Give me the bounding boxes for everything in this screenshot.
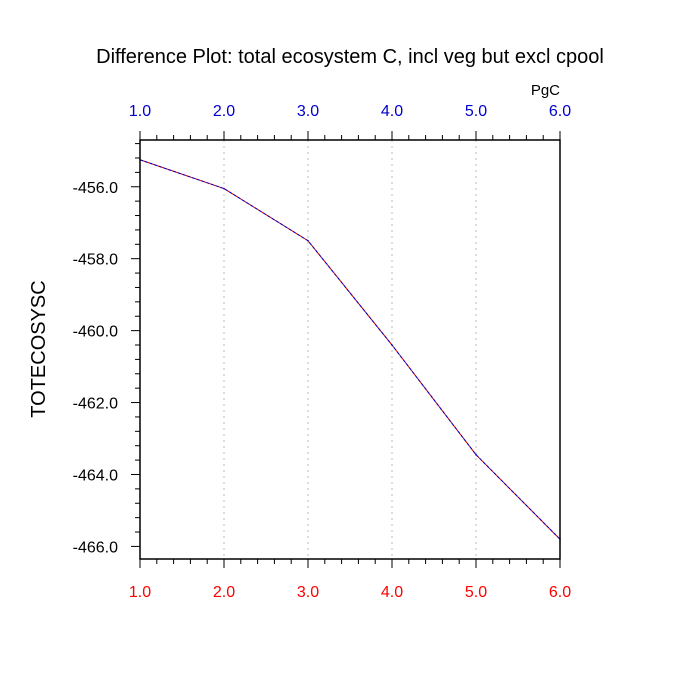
x-top-tick-label: 4.0 bbox=[381, 103, 403, 120]
x-bottom-tick-label: 4.0 bbox=[381, 584, 403, 601]
x-top-tick-label: 1.0 bbox=[129, 103, 151, 120]
y-tick-label: -458.0 bbox=[73, 252, 118, 269]
y-tick-label: -460.0 bbox=[73, 324, 118, 341]
y-tick-label: -456.0 bbox=[73, 180, 118, 197]
series-line-0 bbox=[139, 159, 561, 540]
y-tick-label: -462.0 bbox=[73, 396, 118, 413]
x-top-tick-label: 5.0 bbox=[465, 103, 487, 120]
axis-ticks bbox=[131, 131, 561, 568]
series-point bbox=[391, 344, 393, 346]
x-bottom-tick-label: 6.0 bbox=[549, 584, 571, 601]
x-bottom-tick-label: 3.0 bbox=[297, 584, 319, 601]
series-lines bbox=[139, 158, 561, 541]
plot-frame bbox=[139, 139, 561, 560]
y-axis-label: TOTECOSYSC bbox=[28, 280, 50, 417]
series-point bbox=[475, 453, 477, 456]
x-bottom-tick-label: 5.0 bbox=[465, 584, 487, 601]
chart-title: Difference Plot: total ecosystem C, incl… bbox=[96, 46, 604, 68]
y-tick-label: -464.0 bbox=[73, 467, 118, 484]
series-line-overlay-0 bbox=[139, 159, 561, 540]
series-point bbox=[307, 239, 309, 242]
series-point bbox=[223, 187, 225, 190]
x-top-tick-label: 2.0 bbox=[213, 103, 235, 120]
x-top-tick-label: 6.0 bbox=[549, 103, 571, 120]
y-tick-label: -466.0 bbox=[73, 539, 118, 556]
tick-labels: 1.0 1.0 2.0 2.0 3.0 3.0 4.0 4.0 5.0 5.0 6.0 6.0 -456… bbox=[73, 103, 572, 601]
x-bottom-tick-label: 2.0 bbox=[213, 584, 235, 601]
x-bottom-tick-label: 1.0 bbox=[129, 584, 151, 601]
grid-lines bbox=[223, 140, 477, 559]
x-top-tick-label: 3.0 bbox=[297, 103, 319, 120]
units-label: PgC bbox=[531, 82, 560, 99]
